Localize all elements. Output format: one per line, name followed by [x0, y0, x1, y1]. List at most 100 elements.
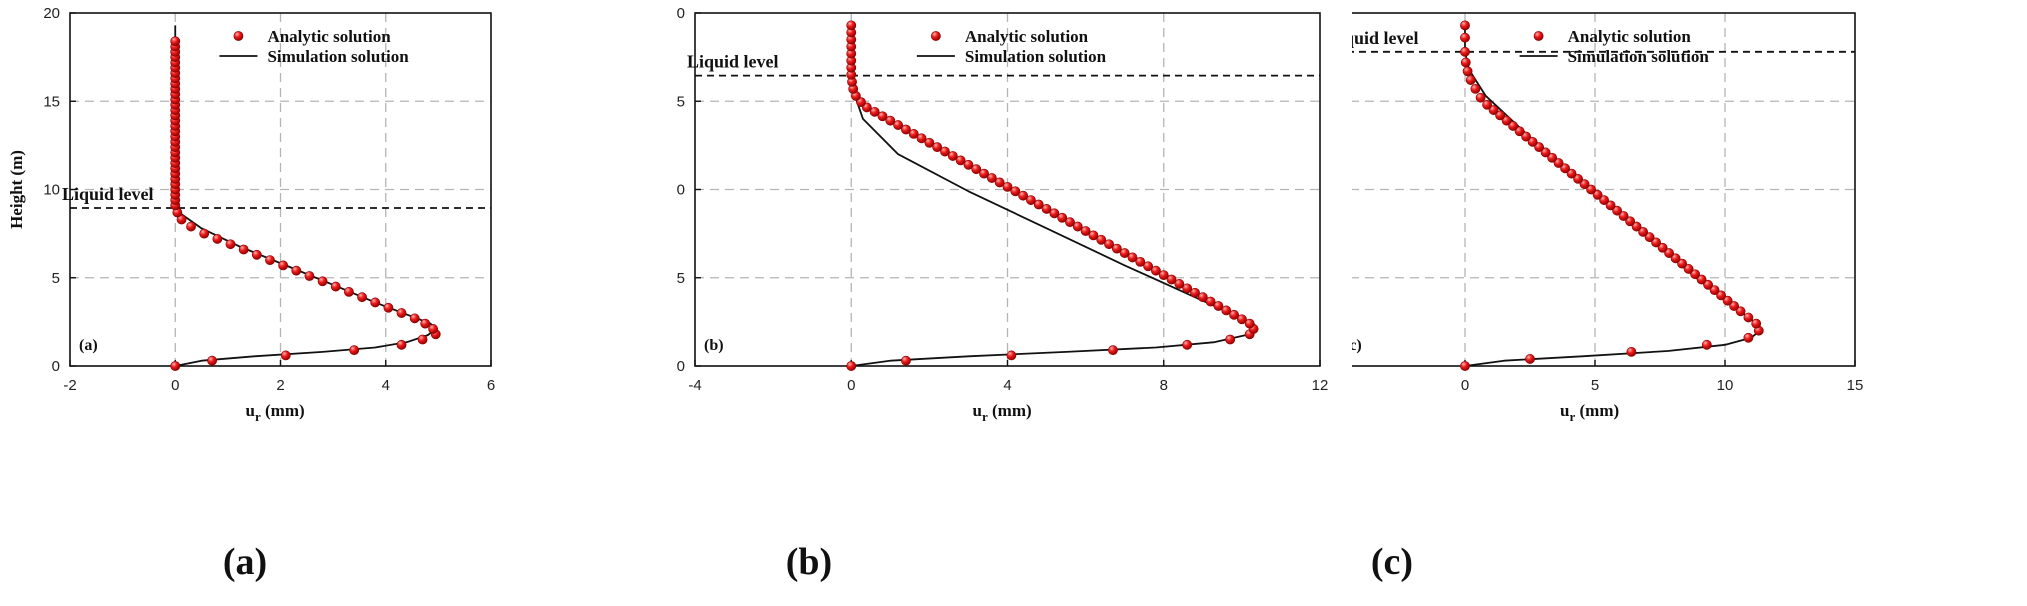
x-tick-label: -4: [688, 377, 701, 394]
y-tick-label: 10: [43, 182, 60, 199]
analytic-point: [1525, 354, 1535, 364]
analytic-point: [1560, 163, 1570, 174]
analytic-point: [1579, 179, 1590, 190]
panel-a: -2 0 2 4 6 0 5 10 15 20 ur (mm) Height (m) Liquid le…: [0, 0, 676, 606]
analytic-point: [1072, 221, 1083, 232]
analytic-point: [1553, 158, 1564, 168]
analytic-point: [994, 177, 1005, 188]
x-tick-label: 8: [1160, 377, 1168, 394]
analytic-point: [893, 120, 904, 130]
x-tick-label: 4: [1003, 377, 1011, 394]
analytic-point: [1460, 46, 1470, 57]
x-axis-title: ur (mm): [246, 401, 305, 424]
analytic-point: [420, 318, 431, 329]
analytic-point: [1460, 32, 1470, 43]
y-tick-label: 0: [677, 358, 685, 375]
analytic-point: [1127, 252, 1138, 263]
analytic-point: [1221, 305, 1232, 316]
analytic-point: [1151, 265, 1161, 276]
legend-label-simulation: Simulation solution: [965, 47, 1107, 66]
x-tick-label: 5: [1591, 377, 1599, 394]
analytic-point: [280, 350, 291, 361]
legend-label-analytic: Analytic solution: [965, 27, 1089, 46]
analytic-point: [1690, 269, 1700, 280]
analytic-point: [344, 286, 354, 297]
analytic-point: [409, 313, 420, 324]
legend-marker-analytic: [1533, 31, 1544, 41]
analytic-point: [1033, 199, 1044, 210]
analytic-point: [1540, 147, 1551, 158]
liquid-level-label: Liquid level: [62, 184, 154, 204]
x-axis-title: ur (mm): [973, 401, 1032, 424]
analytic-point: [901, 355, 911, 366]
x-tick-label: 15: [1847, 377, 1864, 394]
analytic-point: [947, 151, 958, 161]
legend-label-analytic: Analytic solution: [1568, 27, 1692, 46]
analytic-point: [1527, 136, 1538, 147]
analytic-point: [1651, 237, 1661, 248]
x-tick-label: 6: [487, 377, 495, 394]
analytic-point: [383, 302, 394, 313]
analytic-point: [1612, 205, 1622, 216]
legend-label-analytic: Analytic solution: [267, 27, 391, 46]
analytic-point: [1143, 261, 1154, 272]
analytic-point: [1626, 346, 1637, 357]
analytic-point: [357, 292, 367, 303]
analytic-point: [1495, 110, 1505, 121]
analytic-point: [979, 168, 989, 179]
analytic-point: [1716, 290, 1726, 301]
analytic-point: [1135, 256, 1146, 267]
analytic-point: [330, 281, 341, 292]
analytic-point: [1057, 212, 1068, 223]
analytic-point: [1729, 301, 1739, 311]
analytic-point: [1701, 339, 1712, 350]
analytic-markers: [846, 20, 1259, 371]
analytic-point: [1190, 287, 1200, 298]
analytic-point: [1182, 283, 1193, 294]
analytic-point: [846, 20, 857, 31]
analytic-point: [1735, 306, 1746, 317]
analytic-point: [199, 228, 210, 239]
analytic-point: [1751, 318, 1762, 329]
analytic-point: [251, 249, 262, 260]
y-tick-label: 5: [52, 270, 60, 287]
x-tick-label: 0: [847, 377, 855, 394]
x-tick-label: 12: [1312, 377, 1329, 394]
analytic-point: [963, 159, 974, 170]
analytic-point: [1683, 264, 1694, 274]
analytic-point: [1599, 195, 1609, 205]
legend-marker-analytic: [930, 31, 941, 41]
panel-tag: (a): [79, 337, 98, 354]
analytic-point: [417, 334, 428, 345]
y-tick-label: 0: [52, 358, 60, 375]
analytic-point: [1225, 334, 1236, 345]
analytic-point: [1096, 234, 1107, 245]
analytic-point: [1703, 279, 1713, 290]
analytic-point: [278, 260, 289, 271]
analytic-point: [428, 324, 439, 334]
analytic-point: [986, 173, 997, 183]
analytic-point: [396, 308, 407, 318]
chart-c: -505101505101520ur (mm)Height (m)Liquid …: [1352, 12, 1864, 424]
x-tick-label: 0: [171, 377, 179, 394]
analytic-point: [1482, 99, 1492, 110]
analytic-point: [1002, 181, 1013, 192]
analytic-point: [1229, 309, 1239, 320]
analytic-point: [1174, 279, 1185, 289]
analytic-point: [370, 297, 381, 308]
x-tick-label: -2: [63, 377, 76, 394]
caption-c: (c): [1370, 541, 1414, 583]
analytic-point: [1182, 339, 1193, 350]
analytic-point: [304, 271, 315, 281]
analytic-point: [971, 164, 982, 175]
analytic-point: [1657, 242, 1668, 253]
analytic-point: [1566, 168, 1577, 179]
caption-a: (a): [222, 541, 268, 583]
liquid-level-label: Liquid level: [1352, 28, 1419, 48]
analytic-point: [846, 361, 857, 371]
analytic-point: [225, 239, 236, 250]
analytic-point: [1108, 345, 1118, 356]
analytic-point: [1065, 217, 1075, 228]
